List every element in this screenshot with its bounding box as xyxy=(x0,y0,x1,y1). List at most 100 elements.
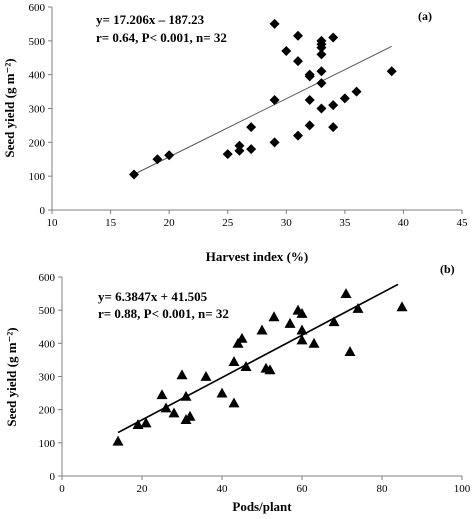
x-axis-label-b: Pods/plant xyxy=(232,499,292,514)
data-point xyxy=(308,337,320,348)
data-point xyxy=(246,144,257,155)
data-point xyxy=(240,361,252,371)
data-point xyxy=(228,397,240,408)
equation-a: y= 17.206x – 187.23 xyxy=(96,12,205,27)
data-point xyxy=(180,390,192,401)
data-point xyxy=(264,364,276,375)
x-tick-label: 0 xyxy=(59,483,65,495)
x-tick-label: 25 xyxy=(222,217,234,229)
data-point xyxy=(352,303,364,313)
data-point xyxy=(304,95,315,106)
y-tick-label: 200 xyxy=(39,405,56,417)
data-point xyxy=(316,78,327,89)
y-tick-label: 300 xyxy=(29,104,46,116)
data-point xyxy=(293,56,303,67)
y-tick-label: 400 xyxy=(29,70,46,82)
data-point xyxy=(316,103,327,114)
panel-label-a: (a) xyxy=(418,9,432,23)
data-point xyxy=(232,337,244,348)
y-axis-label-b: Seed yield (g m⁻²) xyxy=(4,327,19,426)
trendline-a xyxy=(133,45,392,175)
y-tick-label: 600 xyxy=(29,2,46,14)
x-tick-label: 45 xyxy=(457,217,469,229)
x-tick-label: 60 xyxy=(297,483,309,495)
y-tick-label: 400 xyxy=(39,338,56,350)
data-point xyxy=(269,95,280,106)
data-point xyxy=(236,332,248,343)
data-point xyxy=(328,122,339,133)
data-point xyxy=(129,169,139,180)
tick-labels-b: 0 20 40 60 80 100 0 100 200 300 400 500 600 xyxy=(39,272,471,495)
data-point xyxy=(269,18,280,29)
data-point xyxy=(296,307,308,318)
x-tick-label: 30 xyxy=(281,217,293,229)
data-point xyxy=(316,49,327,60)
tick-labels-a: 10 15 20 25 30 35 40 45 0 100 200 300 400 500 600 xyxy=(29,2,469,229)
data-point xyxy=(328,100,339,111)
data-point xyxy=(152,154,163,165)
data-point xyxy=(184,410,196,421)
y-tick-label: 100 xyxy=(39,438,56,450)
data-point xyxy=(176,369,188,380)
data-point xyxy=(269,137,280,148)
data-point xyxy=(160,402,172,413)
stats-b: r= 0.88, P< 0.001, n= 32 xyxy=(98,306,229,321)
points-a xyxy=(129,18,397,180)
data-point xyxy=(304,120,315,131)
data-point xyxy=(228,356,240,366)
points-b xyxy=(112,288,408,446)
x-axis-label-a: Harvest index (%) xyxy=(206,249,309,264)
x-tick-label: 80 xyxy=(377,483,389,495)
data-point xyxy=(284,317,296,328)
y-tick-label: 200 xyxy=(29,137,46,149)
data-point xyxy=(168,407,180,418)
data-point xyxy=(132,419,144,429)
data-point xyxy=(293,130,303,141)
x-tick-label: 100 xyxy=(454,483,471,495)
data-point xyxy=(396,301,408,312)
data-point xyxy=(386,66,397,77)
data-point xyxy=(200,371,212,381)
data-point xyxy=(112,435,124,446)
y-tick-label: 600 xyxy=(39,272,56,284)
data-point xyxy=(293,30,303,41)
y-tick-label: 500 xyxy=(39,305,56,317)
chart-panel-b: 0 20 40 60 80 100 0 100 200 300 400 500 600 (b) y= 6… xyxy=(4,262,471,514)
equation-b: y= 6.3847x + 41.505 xyxy=(98,289,208,304)
plot-area-b xyxy=(62,277,462,476)
data-point xyxy=(339,93,350,104)
stats-a: r= 0.64, P< 0.001, n= 32 xyxy=(96,30,227,45)
x-tick-label: 10 xyxy=(47,217,59,229)
x-tick-label: 40 xyxy=(398,217,410,229)
data-point xyxy=(340,288,352,298)
y-tick-label: 100 xyxy=(29,171,46,183)
y-tick-label: 500 xyxy=(29,36,46,48)
data-point xyxy=(328,316,340,327)
data-point xyxy=(296,334,308,345)
axes-a xyxy=(48,6,463,214)
data-point xyxy=(246,122,257,133)
x-tick-label: 20 xyxy=(164,217,176,229)
data-point xyxy=(351,86,362,97)
data-point xyxy=(164,150,175,161)
trendline xyxy=(133,45,392,175)
data-point xyxy=(268,311,280,322)
data-point xyxy=(222,149,233,160)
data-point xyxy=(234,145,245,156)
data-point xyxy=(256,324,268,335)
data-point xyxy=(328,32,339,43)
y-tick-label: 0 xyxy=(50,471,56,483)
panel-label-b: (b) xyxy=(440,262,455,276)
data-point xyxy=(296,324,308,335)
data-point xyxy=(140,417,152,428)
axes-b xyxy=(58,276,463,480)
x-tick-label: 20 xyxy=(137,483,149,495)
data-point xyxy=(316,42,327,53)
x-tick-label: 40 xyxy=(217,483,229,495)
data-point xyxy=(281,45,292,56)
data-point xyxy=(234,140,245,151)
data-point xyxy=(304,71,315,82)
y-axis-label-a: Seed yield (g m⁻²) xyxy=(2,58,17,157)
